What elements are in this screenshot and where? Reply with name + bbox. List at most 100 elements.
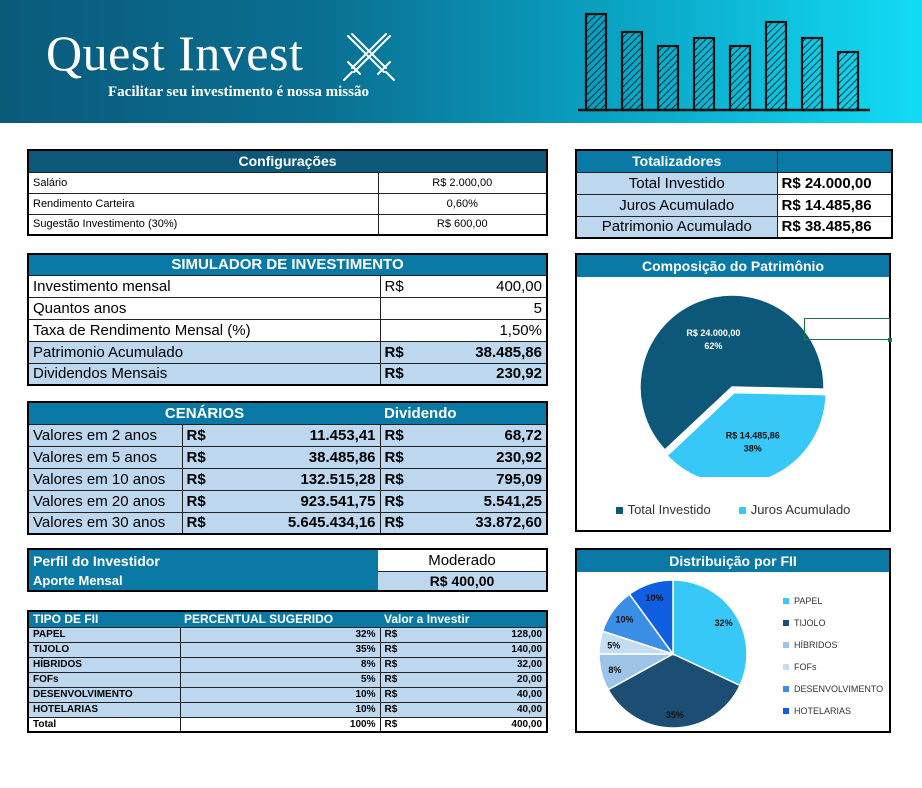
legend-item[interactable]: Total Investido xyxy=(615,502,711,517)
cenario-dividend[interactable]: 795,09 xyxy=(420,468,548,491)
perfil-table: Perfil do Investidor Moderado Aporte Men… xyxy=(27,548,548,592)
fii-valor[interactable]: 128,00 xyxy=(420,627,548,643)
fii-cur: R$ xyxy=(380,702,420,718)
perfil-select[interactable]: Moderado xyxy=(378,549,547,572)
aporte-label: Aporte Mensal xyxy=(28,571,378,591)
pie-distribuicao-data-label: 10% xyxy=(645,593,663,603)
legend-item[interactable]: HÍBRIDOS xyxy=(783,634,883,656)
fii-cur: R$ xyxy=(380,672,420,688)
legend-item[interactable]: DESENVOLVIMENTO xyxy=(783,678,883,700)
fii-total-valor: 400,00 xyxy=(420,717,548,733)
sim-result-prefix: R$ xyxy=(380,341,424,364)
legend-item[interactable]: FOFs xyxy=(783,656,883,678)
aporte-value[interactable]: R$ 400,00 xyxy=(378,571,547,591)
legend-composicao: Total Investido Juros Acumulado xyxy=(577,502,889,517)
cenario-dividend-currency: R$ xyxy=(379,468,421,491)
legend-label: Juros Acumulado xyxy=(750,502,851,517)
chart-distribuicao-title: Distribuição por FII xyxy=(577,550,889,572)
config-value[interactable]: 0,60% xyxy=(377,193,548,215)
cenario-dividend[interactable]: 230,92 xyxy=(420,446,548,469)
sim-input-investimento[interactable]: 400,00 xyxy=(424,275,547,298)
legend-label: HÍBRIDOS xyxy=(794,640,838,650)
pie-distribuicao-slice[interactable] xyxy=(607,653,741,729)
fii-valor[interactable]: 20,00 xyxy=(420,672,548,688)
total-label: Juros Acumulado xyxy=(575,193,778,217)
legend-label: PAPEL xyxy=(794,596,823,606)
cenario-value[interactable]: 923.541,75 xyxy=(222,490,381,513)
legend-item[interactable]: PAPEL xyxy=(783,590,883,612)
fii-total-cur: R$ xyxy=(380,717,420,733)
pie-composicao-data-label: 62% xyxy=(704,341,722,351)
sim-input-anos[interactable]: 5 xyxy=(424,297,547,320)
chart-distribuicao[interactable]: Distribuição por FII 32% 35% 8% 5% 10% 10% PA… xyxy=(575,548,891,733)
total-label: Patrimonio Acumulado xyxy=(575,215,778,239)
pie-composicao-data-label: R$ 24.000,00 xyxy=(686,328,740,338)
cenario-currency: R$ xyxy=(181,490,222,513)
chart-composicao-title: Composição do Patrimônio xyxy=(577,255,889,277)
fii-pct[interactable]: 8% xyxy=(180,657,381,673)
fii-tipo: DESENVOLVIMENTO xyxy=(28,687,181,703)
brand-title: Quest Invest xyxy=(46,25,304,81)
cenario-label: Valores em 10 anos xyxy=(28,468,182,491)
total-value[interactable]: R$ 38.485,86 xyxy=(776,215,893,239)
cenario-label: Valores em 30 anos xyxy=(28,512,182,535)
sim-result-patrimonio[interactable]: 38.485,86 xyxy=(424,341,547,364)
simulador-table: SIMULADOR DE INVESTIMENTO Investimento m… xyxy=(27,253,548,386)
cenario-value[interactable]: 38.485,86 xyxy=(222,446,381,469)
pie-composicao-slice[interactable] xyxy=(639,294,825,452)
legend-label: FOFs xyxy=(794,662,817,672)
total-value[interactable]: R$ 14.485,86 xyxy=(776,193,893,217)
totalizadores-title: Totalizadores xyxy=(575,149,778,173)
pie-distribuicao-slice[interactable] xyxy=(628,579,674,657)
fii-pct[interactable]: 5% xyxy=(180,672,381,688)
fii-pct[interactable]: 32% xyxy=(180,627,381,643)
cenario-dividend-currency: R$ xyxy=(379,424,421,447)
cenario-label: Valores em 20 anos xyxy=(28,490,182,513)
cenario-label: Valores em 5 anos xyxy=(28,446,182,469)
pie-distribuicao-data-label: 35% xyxy=(666,710,684,720)
fii-header-percentual: PERCENTUAL SUGERIDO xyxy=(180,611,380,628)
sim-input-prefix xyxy=(380,319,424,342)
sim-input-prefix xyxy=(380,297,424,320)
fii-pct[interactable]: 10% xyxy=(180,702,381,718)
config-title: Configurações xyxy=(28,150,548,173)
sim-result-dividendos[interactable]: 230,92 xyxy=(424,363,547,386)
fii-valor[interactable]: 40,00 xyxy=(420,702,548,718)
cenario-dividend[interactable]: 68,72 xyxy=(420,424,548,447)
crossed-swords-icon xyxy=(343,33,395,81)
sim-input-label: Investimento mensal xyxy=(28,275,381,298)
perfil-label: Perfil do Investidor xyxy=(28,549,378,571)
cenario-value[interactable]: 132.515,28 xyxy=(222,468,381,491)
fii-valor[interactable]: 32,00 xyxy=(420,657,548,673)
cenario-dividend[interactable]: 33.872,60 xyxy=(420,512,548,535)
legend-item[interactable]: Juros Acumulado xyxy=(738,502,851,517)
fii-valor[interactable]: 140,00 xyxy=(420,642,548,658)
cell-selection[interactable] xyxy=(804,318,892,342)
legend-item[interactable]: TIJOLO xyxy=(783,612,883,634)
total-value[interactable]: R$ 24.000,00 xyxy=(776,171,893,195)
fii-tipo: HÍBRIDOS xyxy=(28,657,181,673)
pie-distribuicao-data-label: 5% xyxy=(607,641,620,651)
config-value[interactable]: R$ 2.000,00 xyxy=(377,172,548,194)
legend-label: HOTELARIAS xyxy=(794,706,852,716)
fii-total-pct: 100% xyxy=(180,717,381,733)
config-value[interactable]: R$ 600,00 xyxy=(377,214,548,236)
cenario-value[interactable]: 11.453,41 xyxy=(222,424,381,447)
pie-distribuicao-data-label: 8% xyxy=(608,665,621,675)
fii-cur: R$ xyxy=(380,687,420,703)
cenario-dividend[interactable]: 5.541,25 xyxy=(420,490,548,513)
legend-label: DESENVOLVIMENTO xyxy=(794,684,884,694)
dividendo-title: Dividendo xyxy=(380,402,548,425)
legend-item[interactable]: HOTELARIAS xyxy=(783,700,883,722)
header-banner: Quest Invest Facilitar seu investimento … xyxy=(0,0,922,123)
cenario-value[interactable]: 5.645.434,16 xyxy=(222,512,381,535)
fii-pct[interactable]: 10% xyxy=(180,687,381,703)
chart-composicao[interactable]: Composição do Patrimônio R$ 24.000,00 62%… xyxy=(575,253,891,532)
sim-input-taxa[interactable]: 1,50% xyxy=(424,319,547,342)
fii-pct[interactable]: 35% xyxy=(180,642,381,658)
fii-valor[interactable]: 40,00 xyxy=(420,687,548,703)
cenario-currency: R$ xyxy=(181,468,222,491)
cenarios-title: CENÁRIOS xyxy=(28,402,381,425)
pie-distribuicao-slice[interactable] xyxy=(672,579,748,687)
fii-tipo: FOFs xyxy=(28,672,181,688)
